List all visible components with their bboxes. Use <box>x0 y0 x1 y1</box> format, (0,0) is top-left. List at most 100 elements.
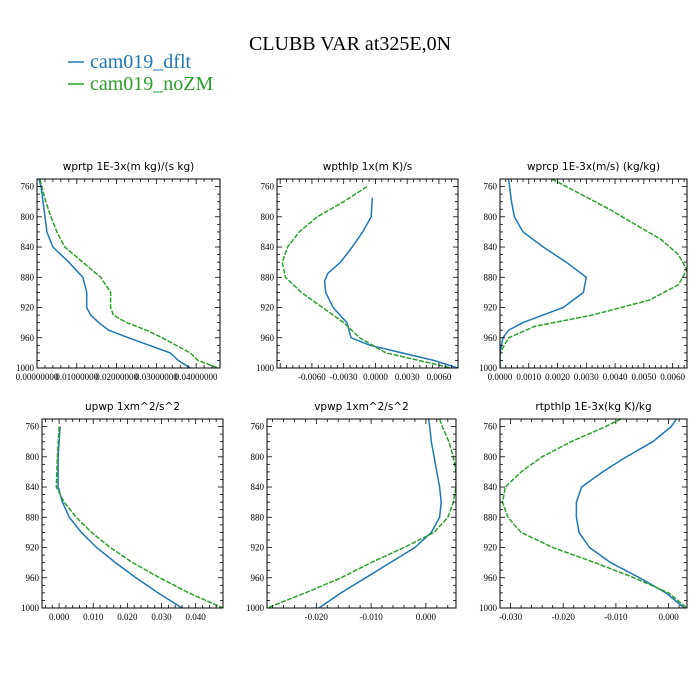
x-tick-label: 0.010 <box>83 612 104 622</box>
y-tick-label: 800 <box>26 452 40 462</box>
x-tick-label: 0.0060 <box>660 372 685 382</box>
y-tick-label: 840 <box>484 242 498 252</box>
x-tick-label: 0.0050 <box>631 372 656 382</box>
y-tick-label: 1000 <box>256 363 275 373</box>
y-tick-label: 1000 <box>16 363 35 373</box>
x-tick-label: 0.000 <box>416 612 437 622</box>
x-tick-label: 0.0010 <box>516 372 541 382</box>
series-line-cam019_dflt <box>57 426 183 608</box>
x-tick-label: -0.0030 <box>330 372 358 382</box>
x-tick-label: 0.020 <box>117 612 138 622</box>
y-tick-label: 880 <box>484 272 498 282</box>
y-tick-label: 760 <box>484 182 498 192</box>
panel-title: wprtp 1E-3x(m kg)/(s kg) <box>63 161 194 173</box>
x-tick-label: 0.0030 <box>395 372 420 382</box>
x-tick-label: 0.0000 <box>363 372 388 382</box>
y-tick-label: 800 <box>484 212 498 222</box>
legend-label-2: cam019_noZM <box>90 73 214 95</box>
plot-frame <box>41 418 224 609</box>
y-tick-label: 880 <box>21 272 35 282</box>
y-tick-label: 960 <box>21 333 35 343</box>
plot-frame <box>266 418 457 609</box>
figure-title: CLUBB VAR at325E,0N <box>249 33 451 55</box>
x-tick-label: 0.00000000 <box>16 372 59 382</box>
y-tick-label: 880 <box>484 512 498 522</box>
x-tick-label: -0.010 <box>604 612 628 622</box>
y-tick-label: 1000 <box>479 603 498 613</box>
y-tick-label: 960 <box>484 333 498 343</box>
series-line-cam019_dflt <box>318 419 442 608</box>
y-tick-label: 800 <box>21 212 35 222</box>
x-tick-label: -0.030 <box>499 612 523 622</box>
panel-4: upwp 1xm^2/s^2 760 800 840 880 920 960 1000 0.00… <box>21 401 224 622</box>
plot-frame <box>276 178 459 369</box>
panel-title: upwp 1xm^2/s^2 <box>85 401 180 413</box>
series-line-cam019_dflt <box>323 197 458 368</box>
y-tick-label: 800 <box>484 452 498 462</box>
y-tick-label: 800 <box>251 452 265 462</box>
series-line-cam019_noZM <box>501 419 687 608</box>
series-line-cam019_dflt <box>38 179 191 368</box>
y-tick-label: 760 <box>26 422 40 432</box>
y-tick-label: 880 <box>251 512 265 522</box>
x-tick-label: -0.010 <box>359 612 383 622</box>
x-tick-label: 0.0000 <box>488 372 513 382</box>
panel-5: vpwp 1xm^2/s^2 760 800 840 880 920 960 1000 -0.0… <box>246 401 457 622</box>
x-tick-label: 0.04000000 <box>175 372 218 382</box>
panel-1: wprtp 1E-3x(m kg)/(s kg) 760 800 840 880 920 9… <box>16 161 221 382</box>
x-tick-label: 0.040 <box>186 612 207 622</box>
plot-frame <box>499 178 688 369</box>
panel-6: rtpthlp 1E-3x(kg K)/kg 760 800 840 880 920 960… <box>479 401 688 622</box>
y-tick-label: 1000 <box>246 603 265 613</box>
y-tick-label: 920 <box>21 303 35 313</box>
y-tick-label: 920 <box>484 303 498 313</box>
x-tick-label: 0.0030 <box>574 372 599 382</box>
y-tick-label: 760 <box>21 182 35 192</box>
y-tick-label: 760 <box>484 422 498 432</box>
y-tick-label: 880 <box>26 512 40 522</box>
x-tick-label: -0.0060 <box>298 372 326 382</box>
x-tick-label: 0.030 <box>151 612 172 622</box>
plot-frame <box>36 178 221 369</box>
panel-title: vpwp 1xm^2/s^2 <box>314 401 409 413</box>
x-tick-label: 0.000 <box>658 612 679 622</box>
y-tick-label: 1000 <box>21 603 40 613</box>
series-line-cam019_noZM <box>55 426 223 608</box>
x-tick-label: 0.03000000 <box>135 372 178 382</box>
y-tick-label: 920 <box>261 303 275 313</box>
y-tick-label: 840 <box>21 242 35 252</box>
y-tick-label: 920 <box>251 543 265 553</box>
panel-title: wpthlp 1x(m K)/s <box>323 161 413 173</box>
panel-2: wpthlp 1x(m K)/s 760 800 840 880 920 960 1000 -0… <box>256 161 459 382</box>
panel-3: wprcp 1E-3x(m/s) (kg/kg) 760 800 840 880 920 9… <box>479 161 688 382</box>
y-tick-label: 920 <box>484 543 498 553</box>
panels: wprtp 1E-3x(m kg)/(s kg) 760 800 840 880 920 9… <box>16 161 688 622</box>
x-tick-label: 0.000 <box>49 612 70 622</box>
y-tick-label: 960 <box>26 573 40 583</box>
x-tick-label: -0.020 <box>552 612 576 622</box>
x-tick-label: 0.0040 <box>603 372 628 382</box>
y-tick-label: 960 <box>251 573 265 583</box>
y-tick-label: 840 <box>251 482 265 492</box>
y-tick-label: 800 <box>261 212 275 222</box>
y-tick-label: 760 <box>251 422 265 432</box>
x-tick-label: -0.020 <box>305 612 329 622</box>
series-line-cam019_noZM <box>500 179 687 368</box>
y-tick-label: 840 <box>261 242 275 252</box>
series-line-cam019_dflt <box>575 419 685 608</box>
x-tick-label: 0.0020 <box>545 372 570 382</box>
series-line-cam019_noZM <box>281 185 452 368</box>
panel-title: wprcp 1E-3x(m/s) (kg/kg) <box>527 161 660 173</box>
x-tick-label: 0.01000000 <box>55 372 98 382</box>
x-tick-label: 0.02000000 <box>95 372 138 382</box>
y-tick-label: 760 <box>261 182 275 192</box>
series-line-cam019_dflt <box>500 179 588 368</box>
series-line-cam019_noZM <box>267 419 456 608</box>
legend-label-1: cam019_dflt <box>90 51 192 73</box>
y-tick-label: 840 <box>26 482 40 492</box>
panel-title: rtpthlp 1E-3x(kg K)/kg <box>535 401 651 413</box>
y-tick-label: 960 <box>484 573 498 583</box>
y-tick-label: 960 <box>261 333 275 343</box>
